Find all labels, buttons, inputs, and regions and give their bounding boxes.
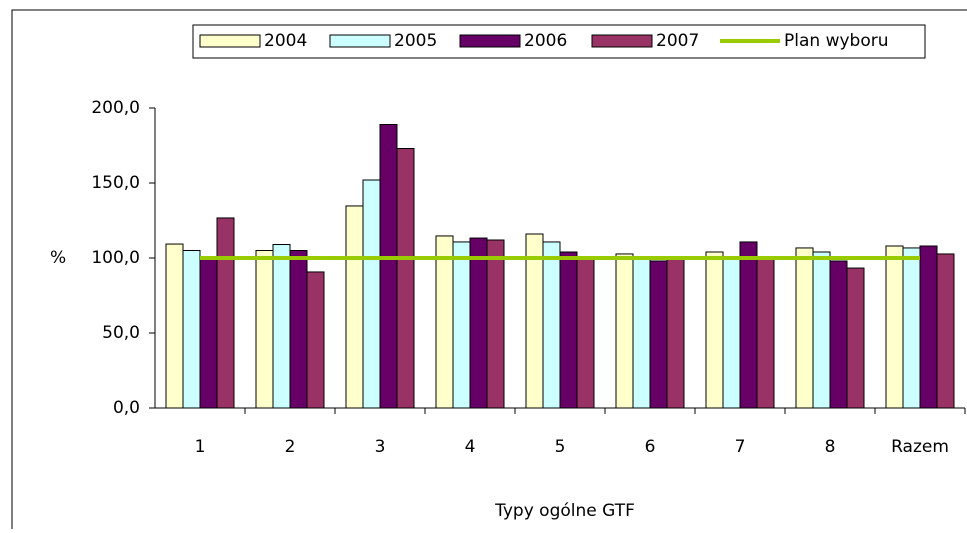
bar [649,260,668,409]
bar [469,237,488,409]
bar [632,259,651,409]
bar [846,267,865,409]
bar [272,244,291,409]
bar [452,241,471,409]
legend-swatch [329,34,391,48]
x-tick-label: 2 [285,437,296,457]
bar [216,217,235,409]
bar [182,250,201,409]
legend-swatch [591,34,653,48]
bar [829,260,848,409]
legend-label: Plan wyboru [784,31,889,51]
x-tick-label: 6 [645,437,656,457]
bar [756,259,775,409]
x-tick-label: 1 [195,437,206,457]
x-tick-label: 5 [555,437,566,457]
bar [255,250,274,409]
y-tick-label: 50,0 [102,323,140,343]
y-tick-label: 100,0 [91,248,140,268]
x-tick-label: 3 [375,437,386,457]
x-tick-label: 4 [465,437,476,457]
legend-swatch [459,34,521,48]
bar [812,251,831,409]
bar [289,250,308,409]
bar [739,241,758,409]
legend-box [192,24,926,59]
bar [379,124,398,409]
bar [795,247,814,409]
bar [199,257,218,409]
bar [615,253,634,409]
legend-label: 2005 [394,31,437,51]
bar [666,259,685,409]
bar [559,251,578,409]
bar [722,259,741,409]
bar [165,243,184,409]
bar [525,233,544,409]
bar [705,251,724,409]
bar [919,245,938,409]
legend-swatch [199,34,261,48]
bar [936,253,955,409]
y-tick-label: 150,0 [91,173,140,193]
x-tick-label: 8 [825,437,836,457]
x-tick-label: 7 [735,437,746,457]
y-tick-label: 200,0 [91,98,140,118]
y-tick-label: 0,0 [113,398,140,418]
bar [576,259,595,409]
legend-label: 2006 [524,31,567,51]
bar [902,247,921,409]
bar [345,205,364,409]
legend-label: 2004 [264,31,307,51]
bar [542,241,561,409]
bar [486,239,505,409]
x-axis-title: Typy ogólne GTF [494,501,635,521]
y-axis-title: % [50,248,66,268]
bar [362,179,381,409]
bar [306,271,325,409]
bar [435,235,454,409]
bar [396,148,415,409]
legend-label: 2007 [656,31,699,51]
x-tick-label: Razem [891,437,949,457]
bar [885,245,904,409]
